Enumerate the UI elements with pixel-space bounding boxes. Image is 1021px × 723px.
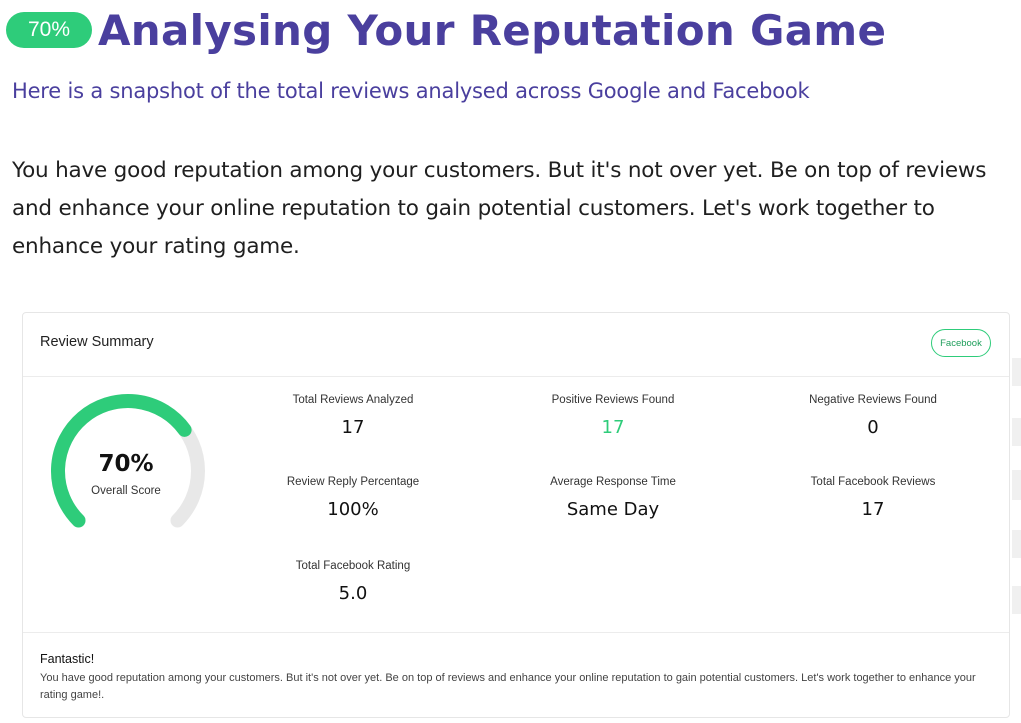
stat-value: 17: [861, 499, 885, 520]
stat-value: 17: [601, 417, 625, 438]
footer-title: Fantastic!: [40, 652, 95, 666]
gauge-value: 70%: [98, 451, 154, 477]
scroll-edge-strip: [1012, 358, 1021, 386]
scroll-edge-strip: [1012, 470, 1021, 500]
overall-score-gauge: 70% Overall Score: [43, 389, 213, 529]
scroll-edge-strip: [1012, 530, 1021, 558]
stat-label: Negative Reviews Found: [809, 394, 937, 406]
score-percent-badge: 70%: [6, 12, 92, 48]
stat-label: Total Facebook Rating: [295, 560, 411, 572]
stat-label: Average Response Time: [550, 476, 676, 488]
scroll-edge-strip: [1012, 586, 1021, 614]
stat-positive-reviews-found: Positive Reviews Found 17: [503, 394, 723, 438]
stat-value: 5.0: [338, 583, 368, 604]
stat-total-reviews-analyzed: Total Reviews Analyzed 17: [243, 394, 463, 438]
stat-value: Same Day: [566, 499, 660, 520]
page-header: 70% Analysing Your Reputation Game: [6, 0, 886, 60]
stat-value: 0: [867, 417, 879, 438]
stat-review-reply-percentage: Review Reply Percentage 100%: [243, 476, 463, 520]
page-title: Analysing Your Reputation Game: [98, 5, 887, 55]
gauge-arc: [51, 394, 205, 528]
stat-negative-reviews-found: Negative Reviews Found 0: [763, 394, 983, 438]
page-subtitle: Here is a snapshot of the total reviews …: [12, 79, 810, 103]
scroll-edge-strip: [1012, 418, 1021, 446]
facebook-source-badge[interactable]: Facebook: [931, 329, 991, 357]
stat-label: Review Reply Percentage: [286, 476, 420, 488]
card-footer: Fantastic! You have good reputation amon…: [23, 632, 1009, 704]
gauge-fill: [51, 394, 192, 528]
footer-text: You have good reputation among your cust…: [40, 672, 976, 701]
intro-paragraph: You have good reputation among your cust…: [12, 158, 987, 259]
card-title: Review Summary: [40, 334, 154, 350]
stat-value: 100%: [327, 499, 379, 520]
stat-label: Total Reviews Analyzed: [292, 394, 414, 406]
card-header: Review Summary Facebook: [23, 313, 1009, 377]
stat-label: Total Facebook Reviews: [810, 476, 936, 488]
stat-average-response-time: Average Response Time Same Day: [503, 476, 723, 520]
stat-value: 17: [341, 417, 365, 438]
stat-total-facebook-rating: Total Facebook Rating 5.0: [243, 560, 463, 604]
stat-total-facebook-reviews: Total Facebook Reviews 17: [763, 476, 983, 520]
review-summary-card: Review Summary Facebook 70% Overall Scor…: [22, 312, 1010, 718]
gauge-label: Overall Score: [91, 485, 161, 497]
stat-label: Positive Reviews Found: [551, 394, 675, 406]
